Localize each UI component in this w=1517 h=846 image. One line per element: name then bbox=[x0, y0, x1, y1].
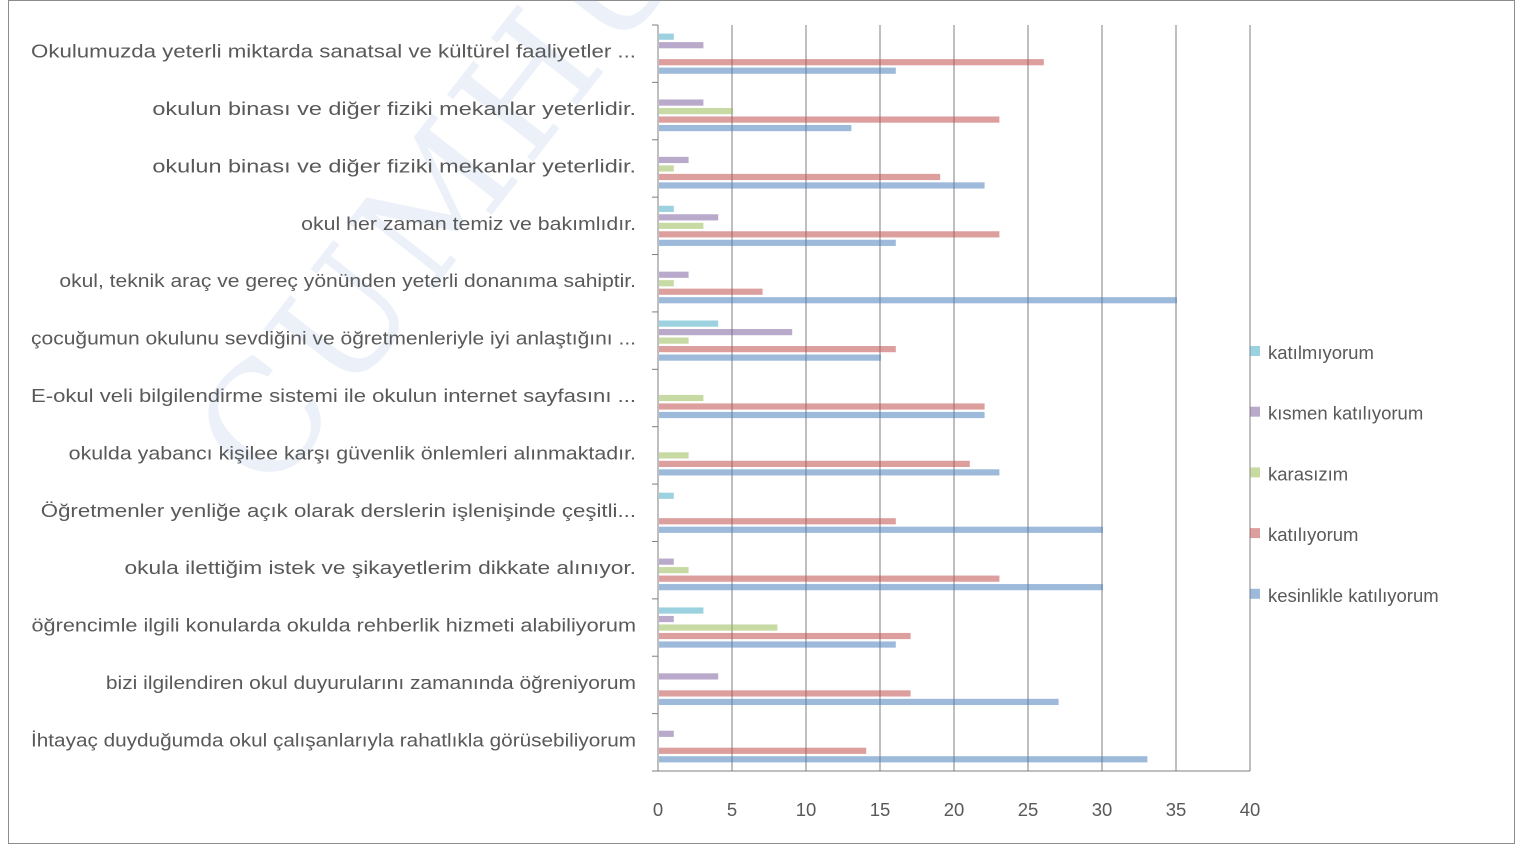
bar-katılmıyorum-5 bbox=[659, 320, 719, 327]
bar-karasızım-10 bbox=[659, 624, 778, 631]
bar-katılıyorum-2 bbox=[659, 173, 941, 181]
bar-katılıyorum-9 bbox=[659, 575, 1000, 582]
category-labels: Okulumuzda yeterli miktarda sanatsal ve … bbox=[31, 41, 636, 751]
legend: katılmıyorum kısmen katılıyorum karasızım k… bbox=[1250, 342, 1439, 606]
bar-karasızım-9 bbox=[659, 567, 689, 574]
legend-swatch-kısmen-katılıyorum bbox=[1250, 406, 1260, 417]
legend-swatch-katılmıyorum bbox=[1250, 346, 1260, 356]
bar-katılıyorum-4 bbox=[659, 288, 763, 295]
bar-kesinlikle-katılıyorum-0 bbox=[659, 67, 896, 74]
bar-kısmen-katılıyorum-3 bbox=[659, 214, 719, 221]
bar-katılıyorum-12 bbox=[659, 747, 867, 754]
bar-karasızım-3 bbox=[659, 222, 704, 229]
bar-kısmen-katılıyorum-0 bbox=[659, 42, 704, 49]
legend-label: katılıyorum bbox=[1268, 524, 1358, 545]
legend-swatch-kesinlikle-katılıyorum bbox=[1250, 588, 1260, 599]
axes bbox=[652, 24, 1250, 772]
bar-katılıyorum-11 bbox=[659, 690, 911, 697]
bar-kısmen-katılıyorum-11 bbox=[659, 673, 719, 680]
bar-katılıyorum-8 bbox=[659, 518, 896, 525]
x-tick-label: 10 bbox=[796, 799, 817, 820]
bar-katılıyorum-5 bbox=[659, 346, 896, 353]
category-label: Öğretmenler yenliğe açık olarak dersleri… bbox=[41, 500, 636, 521]
category-label: okul, teknik araç ve gereç yönünden yete… bbox=[59, 270, 636, 291]
category-label: Okulumuzda yeterli miktarda sanatsal ve … bbox=[31, 41, 636, 62]
legend-label: katılmıyorum bbox=[1268, 342, 1374, 363]
bar-kesinlikle-katılıyorum-8 bbox=[659, 526, 1103, 533]
legend-label: kısmen katılıyorum bbox=[1268, 403, 1423, 424]
bar-karasızım-2 bbox=[659, 165, 674, 172]
bars bbox=[659, 33, 1177, 763]
bar-kısmen-katılıyorum-1 bbox=[659, 99, 704, 106]
bar-katılmıyorum-3 bbox=[659, 205, 674, 212]
x-tick-label: 35 bbox=[1166, 799, 1187, 820]
x-tick-label: 40 bbox=[1240, 799, 1261, 820]
bar-kesinlikle-katılıyorum-3 bbox=[659, 239, 896, 246]
bar-katılmıyorum-8 bbox=[659, 492, 674, 499]
bar-kesinlikle-katılıyorum-2 bbox=[659, 182, 985, 189]
x-tick-label: 15 bbox=[870, 799, 891, 820]
category-label: okulun binası ve diğer fiziki mekanlar y… bbox=[152, 155, 636, 176]
x-tick-labels: 0 5 10 15 20 25 30 35 40 bbox=[653, 799, 1260, 820]
bar-katılıyorum-0 bbox=[659, 59, 1044, 66]
bar-kesinlikle-katılıyorum-12 bbox=[659, 756, 1148, 763]
x-tick-label: 20 bbox=[944, 799, 965, 820]
legend-label: karasızım bbox=[1268, 463, 1348, 484]
bar-katılıyorum-6 bbox=[659, 403, 985, 410]
bar-kesinlikle-katılıyorum-9 bbox=[659, 584, 1103, 591]
bar-kısmen-katılıyorum-4 bbox=[659, 271, 689, 278]
category-label: okulda yabancı kişilee karşı güvenlik ön… bbox=[69, 442, 636, 463]
category-label: E-okul veli bilgilendirme sistemi ile ok… bbox=[31, 385, 636, 406]
bar-kısmen-katılıyorum-10 bbox=[659, 615, 674, 623]
category-label: okula ilettiğim istek ve şikayetlerim di… bbox=[125, 557, 637, 578]
category-label: çocuğumun okulunu sevdiğini ve öğretmenl… bbox=[31, 328, 636, 349]
bar-katılmıyorum-10 bbox=[659, 607, 704, 614]
x-tick-label: 0 bbox=[653, 799, 663, 820]
bar-katılıyorum-7 bbox=[659, 460, 970, 467]
bar-kısmen-katılıyorum-2 bbox=[659, 156, 689, 164]
gridlines bbox=[731, 25, 1251, 771]
bar-katılıyorum-3 bbox=[659, 231, 1000, 238]
bar-katılıyorum-1 bbox=[659, 116, 1000, 123]
bar-kesinlikle-katılıyorum-11 bbox=[659, 698, 1059, 706]
legend-label: kesinlikle katılıyorum bbox=[1268, 585, 1439, 606]
category-label: öğrencimle ilgili konularda okulda rehbe… bbox=[32, 615, 637, 636]
legend-swatch-katılıyorum bbox=[1250, 528, 1260, 539]
bar-kısmen-katılıyorum-12 bbox=[659, 730, 674, 737]
bar-kesinlikle-katılıyorum-10 bbox=[659, 641, 896, 648]
bar-kesinlikle-katılıyorum-7 bbox=[659, 469, 1000, 476]
bar-kısmen-katılıyorum-5 bbox=[659, 329, 793, 336]
bar-kesinlikle-katılıyorum-5 bbox=[659, 354, 881, 361]
bar-karasızım-4 bbox=[659, 280, 674, 287]
bar-karasızım-6 bbox=[659, 394, 704, 402]
category-label: İhtayaç duyduğumda okul çalışanlarıyla r… bbox=[31, 729, 636, 750]
category-label: okul her zaman temiz ve bakımlıdır. bbox=[301, 213, 636, 234]
category-label: bizi ilgilendiren okul duyurularını zama… bbox=[106, 672, 636, 693]
x-tick-label: 5 bbox=[727, 799, 737, 820]
legend-swatch-karasızım bbox=[1250, 467, 1260, 478]
bar-kesinlikle-katılıyorum-4 bbox=[659, 297, 1177, 304]
bar-kesinlikle-katılıyorum-1 bbox=[659, 124, 852, 132]
bar-kesinlikle-katılıyorum-6 bbox=[659, 411, 985, 419]
category-label: okulun binası ve diğer fiziki mekanlar y… bbox=[152, 98, 636, 119]
x-tick-label: 30 bbox=[1092, 799, 1113, 820]
bar-kısmen-katılıyorum-9 bbox=[659, 558, 674, 565]
bar-katılıyorum-10 bbox=[659, 632, 911, 640]
bar-karasızım-5 bbox=[659, 337, 689, 344]
x-tick-label: 25 bbox=[1018, 799, 1039, 820]
bar-katılmıyorum-0 bbox=[659, 33, 674, 40]
bar-karasızım-7 bbox=[659, 452, 689, 459]
bar-karasızım-1 bbox=[659, 107, 733, 115]
